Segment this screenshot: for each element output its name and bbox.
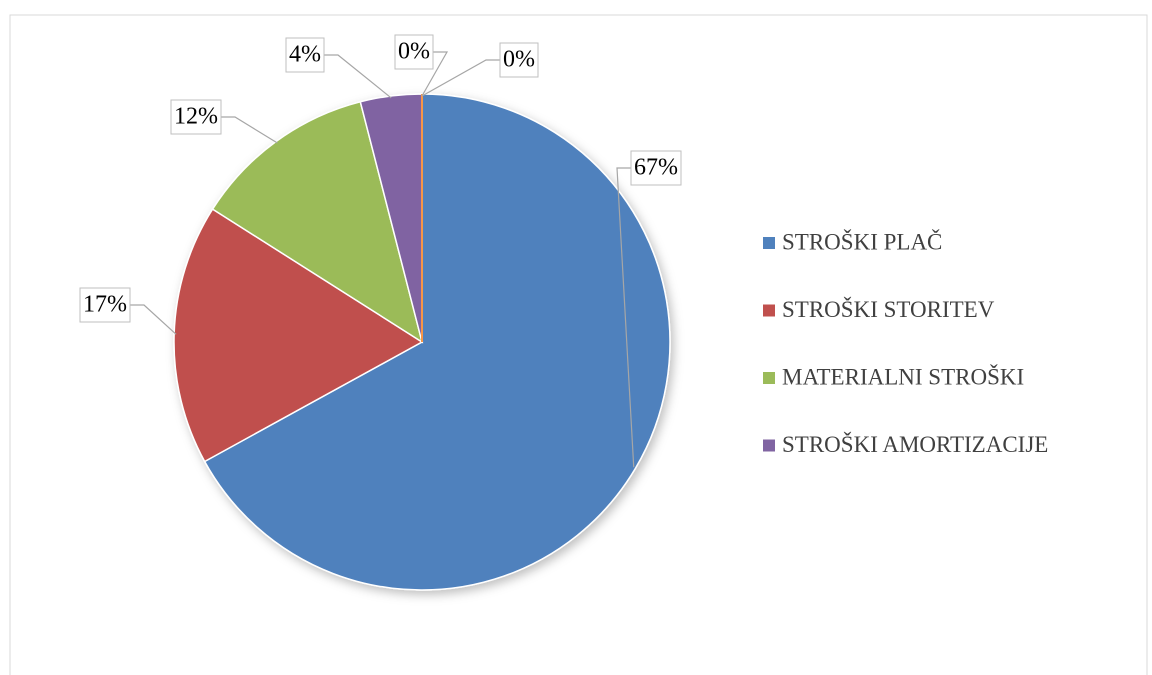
data-label-box <box>499 42 539 78</box>
data-label-box <box>285 37 325 73</box>
legend-swatch <box>763 372 775 384</box>
pie-slice <box>173 208 424 463</box>
legend-swatch <box>763 304 775 317</box>
data-label: 12% <box>174 104 218 130</box>
legend-swatch <box>763 439 775 452</box>
pie <box>173 93 671 591</box>
legend-swatch <box>763 237 775 249</box>
data-label: 4% <box>289 42 321 68</box>
data-label-box <box>630 150 682 186</box>
legend-label: STROŠKI STORITEV <box>782 296 995 322</box>
data-label-box <box>394 34 434 70</box>
data-label: 17% <box>83 292 127 318</box>
leader-line <box>421 51 449 97</box>
data-label: 0% <box>398 39 430 65</box>
leader-line <box>130 304 177 335</box>
legend-label: MATERIALNI STROŠKI <box>782 363 1024 389</box>
leader-line <box>616 167 635 468</box>
pie-slice <box>211 100 424 344</box>
data-label: 67% <box>634 155 678 181</box>
data-label: 0% <box>503 47 535 73</box>
leader-line <box>421 59 500 97</box>
leader-line <box>324 54 392 99</box>
leader-line <box>221 116 278 144</box>
legend-label: STROŠKI PLAČ <box>782 228 942 254</box>
data-label-box <box>79 287 131 323</box>
legend-label: STROŠKI AMORTIZACIJE <box>782 431 1048 457</box>
pie-slice <box>203 93 671 591</box>
data-label-box <box>170 99 222 135</box>
